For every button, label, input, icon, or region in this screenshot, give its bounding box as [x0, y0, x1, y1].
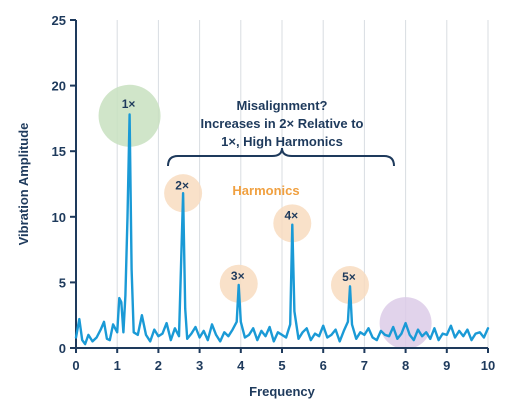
- x-tick-label-7: 7: [361, 358, 368, 373]
- y-tick-label-10: 10: [52, 210, 66, 225]
- peak-circle-3x: [219, 264, 258, 303]
- x-tick-label-3: 3: [196, 358, 203, 373]
- peak-label-1x: 1×: [122, 97, 136, 111]
- x-tick-label-10: 10: [481, 358, 495, 373]
- x-tick-label-2: 2: [155, 358, 162, 373]
- y-tick-labels: 0 5 10 15 20 25: [52, 13, 66, 356]
- y-axis-label: Vibration Amplitude: [16, 123, 31, 246]
- peak-label-2x: 2×: [175, 178, 189, 192]
- x-tick-label-9: 9: [443, 358, 450, 373]
- misalignment-annotation: Misalignment? Increases in 2× Relative t…: [167, 98, 395, 167]
- y-tick-label-15: 15: [52, 144, 66, 159]
- x-tick-label-8: 8: [402, 358, 409, 373]
- peak-circle-4x: [273, 204, 312, 243]
- peak-label-3x: 3×: [231, 269, 245, 283]
- x-tick-label-0: 0: [72, 358, 79, 373]
- series-line-0: [74, 113, 490, 346]
- y-tick-label-20: 20: [52, 79, 66, 94]
- x-tick-label-1: 1: [114, 358, 121, 373]
- annotation-line-3: 1×, High Harmonics: [221, 134, 343, 149]
- annotation-line-2: Increases in 2× Relative to: [201, 116, 364, 131]
- peak-labels: 1× 2× 3× 4× 5×: [122, 97, 356, 284]
- annotation-line-1: Misalignment?: [236, 98, 327, 113]
- x-axis-label: Frequency: [249, 384, 316, 399]
- x-tick-labels: 0 1 2 3 4 5 6 7 8 9 10: [72, 358, 495, 373]
- peak-label-4x: 4×: [284, 208, 298, 222]
- x-tick-label-5: 5: [278, 358, 285, 373]
- y-tick-label-25: 25: [52, 13, 66, 28]
- annotation-brace: [167, 147, 395, 167]
- axes: [70, 19, 489, 353]
- grid-lines: [116, 20, 489, 348]
- y-tick-label-5: 5: [59, 275, 66, 290]
- peak-circle-5x: [330, 266, 369, 305]
- harmonics-label: Harmonics: [232, 183, 299, 198]
- series-layer: [74, 113, 490, 346]
- y-tick-label-0: 0: [59, 341, 66, 356]
- x-tick-label-6: 6: [320, 358, 327, 373]
- peak-label-5x: 5×: [342, 270, 356, 284]
- x-tick-label-4: 4: [237, 358, 245, 373]
